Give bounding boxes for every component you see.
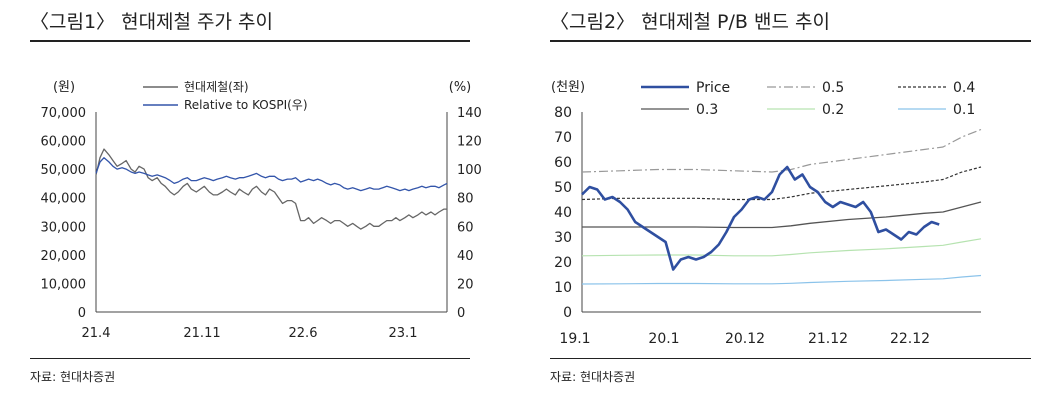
x-tick-label: 23.1 <box>389 326 418 341</box>
right-y-tick-label: 0 <box>457 306 465 321</box>
series-line-price <box>581 165 940 271</box>
pb-band-chart: (천원) 0 10 20 30 40 50 60 70 80 19.1 20.1 20.12 21.12 2… <box>551 80 982 347</box>
right-y-tick-label: 140 <box>457 106 482 121</box>
x-tick-label: 20.1 <box>648 331 679 347</box>
left-y-tick-label: 60,000 <box>41 135 87 150</box>
legend-label: 0.5 <box>822 80 844 96</box>
legend-label: 0.3 <box>696 102 718 118</box>
legend-label: 현대제철(좌) <box>184 80 249 94</box>
x-tick-label: 21.11 <box>183 326 220 341</box>
series-line-band-02 <box>581 238 982 257</box>
y-axis-unit: (천원) <box>551 80 585 95</box>
series-line-band-05 <box>581 128 982 173</box>
y-tick-label: 20 <box>554 255 572 271</box>
x-tick-label: 21.12 <box>808 331 848 347</box>
right-source-rule <box>550 358 1031 359</box>
left-source-text: 자료: 현대차증권 <box>30 370 116 384</box>
left-axis-unit: (원) <box>53 80 75 95</box>
left-y-tick-label: 70,000 <box>41 106 87 121</box>
right-y-tick-label: 60 <box>457 220 474 235</box>
legend-label: 0.2 <box>822 102 844 118</box>
right-axis-unit: (%) <box>449 80 472 95</box>
left-y-tick-label: 0 <box>78 306 86 321</box>
left-y-tick-label: 30,000 <box>41 220 87 235</box>
right-y-tick-label: 20 <box>457 277 474 292</box>
right-title-rule <box>550 40 1031 42</box>
left-chart-panel: 〈그림1〉 현대제철 주가 추이 (원) (%) 0 10,000 20,000 30,0… <box>0 0 500 403</box>
legend-label: Relative to KOSPI(우) <box>184 98 308 112</box>
y-tick-label: 60 <box>554 155 572 171</box>
left-y-tick-label: 10,000 <box>41 277 87 292</box>
right-y-tick-label: 40 <box>457 249 474 264</box>
series-line-band-01 <box>581 274 982 285</box>
left-chart-title: 〈그림1〉 현대제철 주가 추이 <box>30 11 274 33</box>
left-y-tick-label: 40,000 <box>41 192 87 207</box>
right-y-tick-label: 120 <box>457 135 482 150</box>
right-source-text: 자료: 현대차증권 <box>550 370 636 384</box>
series-line-band-03 <box>582 201 982 229</box>
x-tick-label: 22.6 <box>289 326 318 341</box>
right-y-tick-label: 80 <box>457 192 474 207</box>
y-tick-label: 70 <box>554 130 572 146</box>
legend-label: 0.1 <box>953 102 975 118</box>
x-tick-label: 21.4 <box>82 326 111 341</box>
left-y-tick-label: 50,000 <box>41 163 87 178</box>
series-line-band-04 <box>581 166 982 201</box>
y-tick-label: 10 <box>554 280 572 296</box>
legend-label: 0.4 <box>953 80 975 96</box>
right-chart-title: 〈그림2〉 현대제철 P/B 밴드 추이 <box>550 11 830 33</box>
y-tick-label: 0 <box>563 305 572 321</box>
y-tick-label: 50 <box>554 180 572 196</box>
x-tick-label: 20.12 <box>725 331 765 347</box>
left-source-rule <box>30 358 470 359</box>
series-line-relative <box>95 157 448 192</box>
left-title-rule <box>30 40 470 42</box>
stock-price-chart: (원) (%) 0 10,000 20,000 30,000 40,000 50,000 60,… <box>41 80 482 341</box>
right-chart-panel: 〈그림2〉 현대제철 P/B 밴드 추이 (천원) 0 10 20 30 40 50 60 70… <box>541 0 1041 403</box>
y-tick-label: 40 <box>554 205 572 221</box>
series-line-price <box>95 148 447 230</box>
left-y-tick-label: 20,000 <box>41 249 87 264</box>
x-tick-label: 22.12 <box>890 331 930 347</box>
x-tick-label: 19.1 <box>559 331 590 347</box>
right-y-tick-label: 100 <box>457 163 482 178</box>
y-tick-label: 80 <box>554 105 572 121</box>
y-tick-label: 30 <box>554 230 572 246</box>
legend-label: Price <box>696 80 730 96</box>
